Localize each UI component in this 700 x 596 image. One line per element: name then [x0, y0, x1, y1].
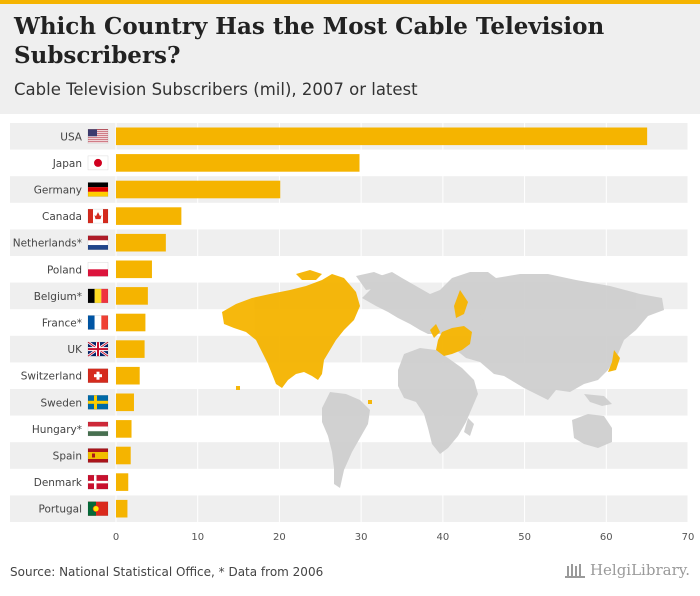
helgilibrary-logo: HelgiLibrary.	[564, 561, 690, 579]
category-label: Netherlands*	[13, 238, 82, 250]
bar-chart: USA Japan Germany Canada Netherlands* Poland B…	[10, 123, 695, 543]
row-stripe	[10, 495, 688, 522]
header-accent-bar	[0, 0, 700, 4]
bar	[116, 473, 129, 491]
flag-nl-icon	[87, 235, 109, 250]
bar	[116, 420, 132, 438]
x-tick-label: 60	[600, 532, 613, 543]
category-label: UK	[67, 344, 83, 356]
flag-jp-icon	[87, 155, 109, 171]
flag-pt-icon	[87, 501, 109, 516]
category-label: USA	[60, 131, 83, 143]
row-stripe	[10, 229, 688, 256]
bar	[116, 233, 166, 252]
flag-ca-icon	[87, 208, 109, 224]
category-label: Germany	[34, 185, 82, 197]
bars	[116, 127, 648, 518]
flag-se-icon	[87, 395, 109, 410]
world-map-icon	[222, 270, 664, 488]
category-label: Switzerland	[21, 371, 82, 383]
x-axis: 0 10 20 30 40 50 60 70	[113, 532, 695, 543]
brand-name: HelgiLibrary.	[589, 561, 690, 579]
flag-pl-icon	[87, 262, 109, 277]
flag-us-icon	[87, 129, 109, 144]
bar	[116, 446, 131, 465]
chart-title: Which Country Has the Most Cable Televis…	[14, 13, 605, 69]
bar	[116, 340, 145, 358]
chart-subtitle: Cable Television Subscribers (mil), 2007…	[14, 80, 418, 99]
x-tick-label: 20	[273, 532, 286, 543]
x-tick-label: 40	[436, 532, 449, 543]
category-labels: USA Japan Germany Canada Netherlands* Poland B…	[13, 131, 83, 515]
category-label: Poland	[47, 264, 82, 276]
category-label: Hungary*	[32, 424, 82, 436]
flag-de-icon	[87, 182, 109, 197]
source-note: Source: National Statistical Office, * D…	[10, 565, 324, 579]
flag-dk-icon	[87, 474, 109, 490]
bar	[116, 207, 182, 225]
category-label: Sweden	[41, 397, 83, 409]
bar	[116, 499, 128, 518]
header: Which Country Has the Most Cable Televis…	[0, 0, 700, 114]
x-tick-label: 70	[682, 532, 695, 543]
flag-hu-icon	[87, 421, 109, 437]
bar	[116, 127, 648, 146]
bar	[116, 260, 152, 279]
category-label: Belgium*	[34, 291, 82, 303]
x-tick-label: 10	[191, 532, 204, 543]
category-label: France*	[42, 318, 82, 330]
bar	[116, 393, 134, 412]
library-icon	[564, 564, 585, 578]
flag-be-icon	[87, 288, 109, 304]
flag-icons	[87, 129, 109, 516]
x-tick-label: 50	[518, 532, 531, 543]
bar	[116, 313, 146, 332]
category-label: Denmark	[34, 477, 83, 489]
flag-es-icon	[87, 448, 109, 463]
x-tick-label: 0	[113, 532, 119, 543]
category-label: Spain	[53, 451, 82, 463]
category-label: Japan	[52, 158, 82, 170]
bar	[116, 366, 140, 385]
flag-fr-icon	[87, 315, 109, 330]
flag-uk-icon	[87, 341, 109, 358]
bar	[116, 180, 281, 199]
category-label: Portugal	[39, 504, 83, 516]
row-stripe	[10, 176, 688, 203]
bar	[116, 287, 148, 305]
flag-ch-icon	[87, 368, 109, 383]
category-label: Canada	[42, 211, 82, 223]
bar	[116, 154, 360, 172]
x-tick-label: 30	[355, 532, 368, 543]
